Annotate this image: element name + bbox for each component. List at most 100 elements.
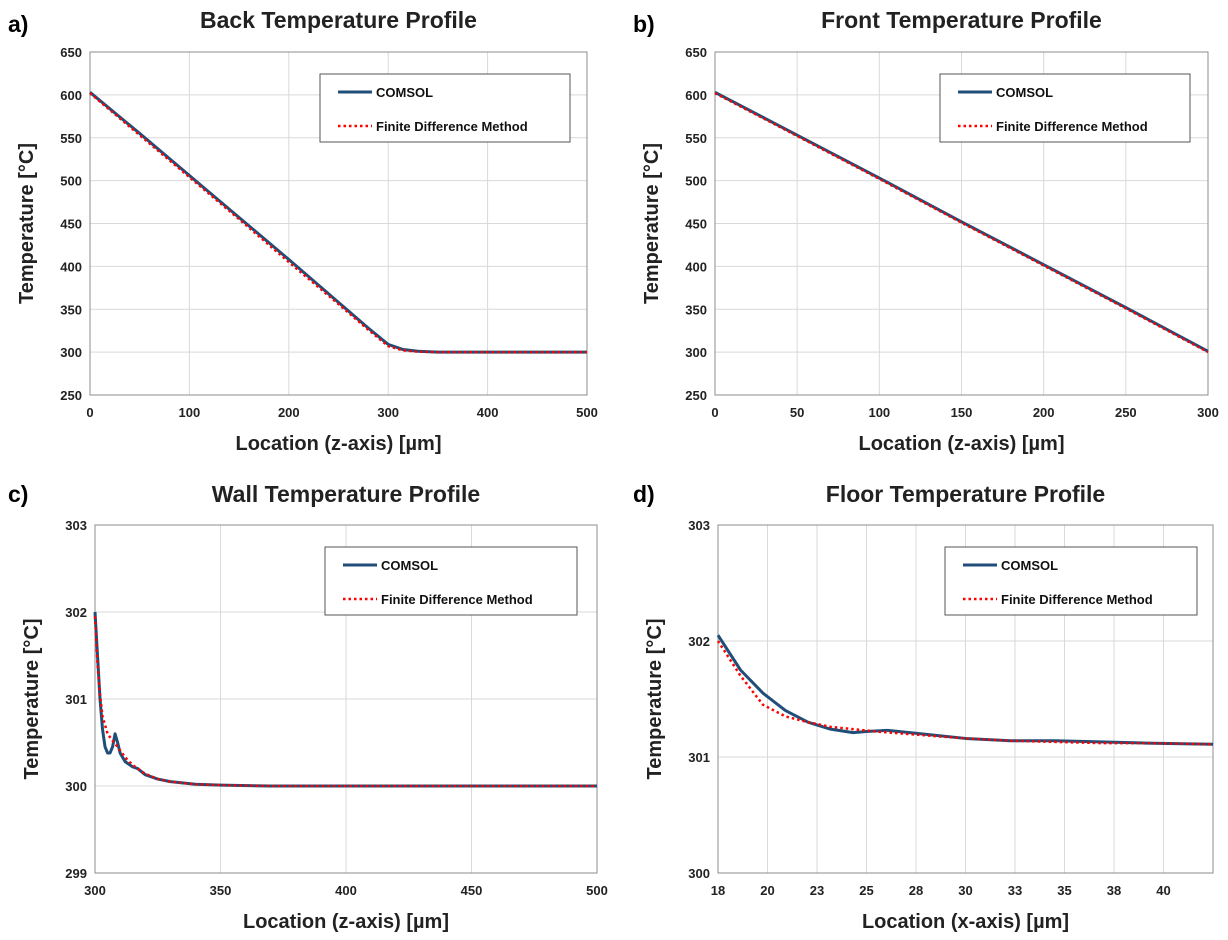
y-tick-label: 600 (685, 88, 707, 103)
x-tick-label: 500 (586, 883, 608, 898)
x-tick-label: 100 (179, 405, 201, 420)
y-tick-label: 500 (685, 174, 707, 189)
y-tick-label: 350 (685, 302, 707, 317)
y-tick-label: 302 (65, 605, 87, 620)
panel-letter: b) (633, 11, 655, 37)
x-tick-label: 50 (790, 405, 804, 420)
x-tick-label: 300 (1197, 405, 1219, 420)
y-tick-label: 550 (685, 131, 707, 146)
panel-letter: a) (8, 11, 28, 37)
y-tick-label: 301 (688, 750, 710, 765)
x-axis-label: Location (z-axis) [µm] (859, 433, 1065, 455)
legend-label: COMSOL (381, 558, 438, 573)
panel-letter: c) (8, 481, 28, 507)
legend-label: COMSOL (996, 85, 1053, 100)
y-axis-label: Temperature [°C] (641, 143, 663, 304)
y-tick-label: 400 (685, 259, 707, 274)
plot-area (89, 51, 588, 396)
legend: COMSOL Finite Difference Method (944, 546, 1198, 616)
y-tick-label: 300 (685, 345, 707, 360)
legend-box (944, 546, 1198, 616)
x-tick-label: 100 (868, 405, 890, 420)
y-tick-label: 303 (65, 518, 87, 533)
x-tick-label: 0 (711, 405, 718, 420)
legend-box (324, 546, 578, 616)
legend-label: COMSOL (376, 85, 433, 100)
y-tick-label: 301 (65, 692, 87, 707)
y-tick-label: 300 (60, 345, 82, 360)
x-tick-label: 200 (1033, 405, 1055, 420)
legend-label: Finite Difference Method (996, 119, 1148, 134)
legend-label: Finite Difference Method (381, 592, 533, 607)
y-tick-label: 300 (688, 866, 710, 881)
series-line-comsol (89, 91, 587, 354)
chart-title: Floor Temperature Profile (826, 481, 1105, 507)
x-tick-label: 350 (210, 883, 232, 898)
x-tick-label: 18 (711, 883, 725, 898)
y-tick-label: 550 (60, 131, 82, 146)
x-tick-label: 400 (335, 883, 357, 898)
y-tick-label: 303 (688, 518, 710, 533)
x-tick-label: 400 (477, 405, 499, 420)
x-tick-label: 250 (1115, 405, 1137, 420)
y-tick-label: 400 (60, 259, 82, 274)
x-tick-label: 20 (760, 883, 774, 898)
series-line-fdm (93, 616, 597, 788)
legend: COMSOL Finite Difference Method (939, 73, 1191, 143)
plot-area (714, 51, 1209, 396)
y-tick-label: 250 (685, 388, 707, 403)
series-line-fdm (716, 640, 1214, 746)
plot-area (94, 524, 598, 874)
x-tick-label: 23 (810, 883, 824, 898)
chart-title: Front Temperature Profile (821, 7, 1102, 33)
x-tick-label: 450 (461, 883, 483, 898)
legend-box (939, 73, 1191, 143)
y-axis-label: Temperature [°C] (21, 619, 43, 780)
series-line-comsol (93, 611, 597, 788)
legend: COMSOL Finite Difference Method (319, 73, 571, 143)
x-tick-label: 300 (84, 883, 106, 898)
x-tick-label: 30 (958, 883, 972, 898)
x-tick-label: 150 (951, 405, 973, 420)
y-axis-label: Temperature [°C] (644, 619, 666, 780)
y-tick-label: 600 (60, 88, 82, 103)
x-axis-label: Location (z-axis) [µm] (236, 433, 442, 455)
x-tick-label: 38 (1107, 883, 1121, 898)
x-tick-label: 28 (909, 883, 923, 898)
y-tick-label: 302 (688, 634, 710, 649)
y-tick-label: 450 (60, 217, 82, 232)
x-tick-label: 0 (86, 405, 93, 420)
y-tick-label: 450 (685, 217, 707, 232)
x-tick-label: 25 (859, 883, 873, 898)
plot-area (717, 524, 1214, 874)
y-tick-label: 299 (65, 866, 87, 881)
x-tick-label: 33 (1008, 883, 1022, 898)
x-tick-label: 35 (1057, 883, 1071, 898)
x-tick-label: 300 (377, 405, 399, 420)
y-tick-label: 350 (60, 302, 82, 317)
legend-label: Finite Difference Method (376, 119, 528, 134)
chart-panel-1: a) Back Temperature Profile 0 100 200 300 400 5… (8, 7, 598, 455)
chart-title: Wall Temperature Profile (212, 481, 480, 507)
y-tick-label: 500 (60, 174, 82, 189)
legend-label: COMSOL (1001, 558, 1058, 573)
x-tick-label: 500 (576, 405, 598, 420)
legend: COMSOL Finite Difference Method (324, 546, 578, 616)
legend-label: Finite Difference Method (1001, 592, 1153, 607)
chart-title: Back Temperature Profile (200, 7, 477, 33)
series-line-fdm (714, 92, 1209, 354)
y-tick-label: 250 (60, 388, 82, 403)
legend-box (319, 73, 571, 143)
y-tick-label: 300 (65, 779, 87, 794)
y-tick-label: 650 (60, 45, 82, 60)
chart-panel-2: b) Front Temperature Profile 0 50 100 150 200 2… (633, 7, 1219, 455)
y-tick-label: 650 (685, 45, 707, 60)
chart-panel-3: c) Wall Temperature Profile 300 350 400 450 50… (8, 481, 608, 933)
x-tick-label: 40 (1156, 883, 1170, 898)
y-axis-label: Temperature [°C] (16, 143, 38, 304)
panel-letter: d) (633, 481, 655, 507)
x-axis-label: Location (x-axis) [µm] (862, 911, 1069, 933)
x-axis-label: Location (z-axis) [µm] (243, 911, 449, 933)
